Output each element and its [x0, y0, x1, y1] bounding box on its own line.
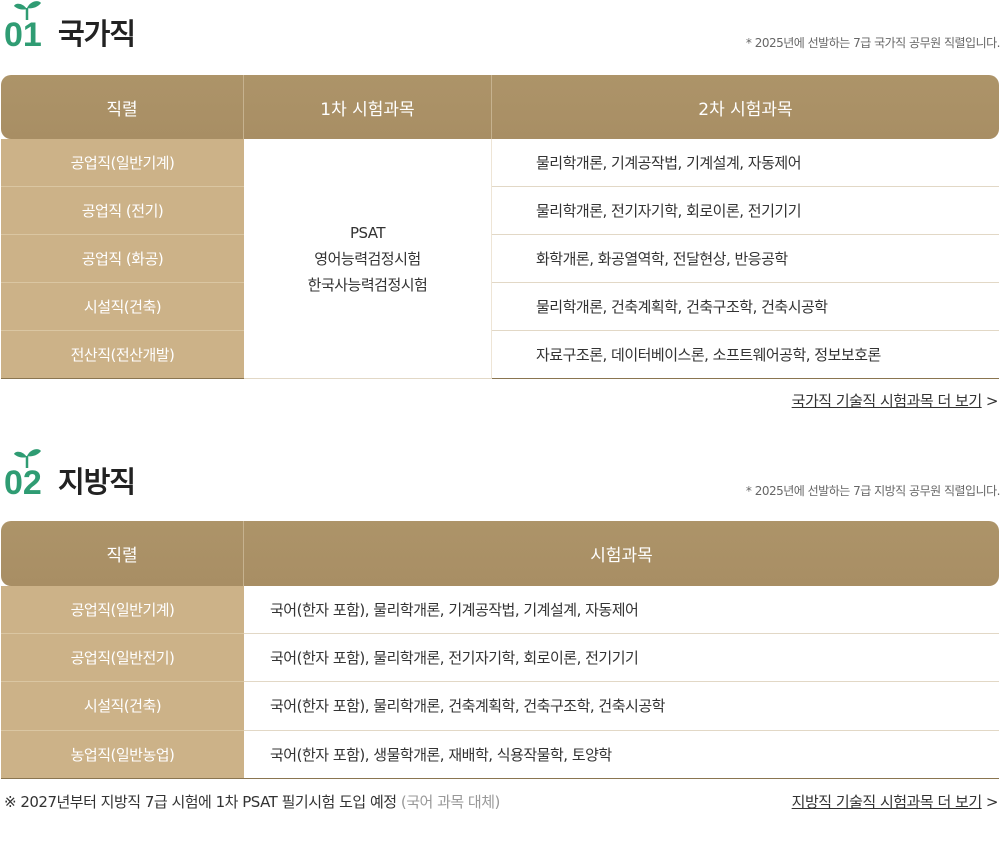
section-heading: 국가직 [58, 17, 136, 51]
footnote-text: ※ 2027년부터 지방직 7급 시험에 1차 PSAT 필기시험 도입 예정 [4, 793, 397, 811]
footnote-sub: (국어 과목 대체) [400, 793, 501, 811]
col-header: 직렬 [1, 521, 244, 586]
col-header: 2차 시험과목 [492, 75, 999, 139]
more-link-text[interactable]: 지방직 기술직 시험과목 더 보기 [791, 793, 982, 811]
table-row: 농업직(일반농업) 국어(한자 포함), 생물학개론, 재배학, 식용작물학, 토… [1, 730, 999, 779]
footnote: ※ 2027년부터 지방직 7급 시험에 1차 PSAT 필기시험 도입 예정 … [4, 791, 500, 812]
table-row: 공업직(일반기계) PSAT 영어능력검정시험 한국사능력검정시험 물리학개론,… [1, 139, 999, 379]
col-header: 1차 시험과목 [244, 75, 492, 139]
subjects-cell: 국어(한자 포함), 물리학개론, 건축계획학, 건축구조학, 건축시공학 [244, 682, 999, 731]
subjects-cell: 국어(한자 포함), 물리학개론, 기계공작법, 기계설계, 자동제어 [244, 586, 999, 634]
table-row: 시설직(건축) 국어(한자 포함), 물리학개론, 건축계획학, 건축구조학, 건… [1, 682, 999, 731]
section-title-local: 02 지방직 [4, 448, 136, 502]
table-row: 공업직 (화공) 화학개론, 화공열역학, 전달현상, 반응공학 [1, 235, 999, 283]
sprout-icon [12, 448, 42, 468]
sprout-icon [12, 0, 42, 20]
job-cell: 전산직(전산개발) [1, 331, 244, 379]
section-note: * 2025년에 선발하는 7급 지방직 공무원 직렬입니다. [745, 484, 1000, 498]
table-row: 시설직(건축) 물리학개론, 건축계획학, 건축구조학, 건축시공학 [1, 283, 999, 331]
subjects-cell: 국어(한자 포함), 생물학개론, 재배학, 식용작물학, 토양학 [244, 731, 999, 779]
second-subjects-cell: 자료구조론, 데이터베이스론, 소프트웨어공학, 정보보호론 [492, 331, 999, 379]
national-table: 직렬 1차 시험과목 2차 시험과목 공업직(일반기계) PSAT 영어능력검정… [1, 75, 999, 379]
job-cell: 공업직 (화공) [1, 235, 244, 283]
section-title-national: 01 국가직 [4, 0, 136, 54]
job-cell: 공업직(일반기계) [1, 585, 244, 634]
local-table: 직렬 시험과목 공업직(일반기계) 국어(한자 포함), 물리학개론, 기계공작법… [1, 521, 999, 779]
subject: 한국사능력검정시험 [307, 275, 428, 294]
local-more-link[interactable]: 지방직 기술직 시험과목 더 보기 > [791, 791, 999, 812]
section-note: * 2025년에 선발하는 7급 국가직 공무원 직렬입니다. [745, 36, 1000, 50]
table-row: 전산직(전산개발) 자료구조론, 데이터베이스론, 소프트웨어공학, 정보보호론 [1, 331, 999, 379]
section-number: 01 [4, 16, 42, 54]
job-cell: 시설직(건축) [1, 283, 244, 331]
job-cell: 농업직(일반농업) [1, 730, 244, 779]
first-subjects-cell: PSAT 영어능력검정시험 한국사능력검정시험 [244, 139, 492, 379]
table-header: 직렬 시험과목 [1, 521, 999, 586]
second-subjects-cell: 물리학개론, 기계공작법, 기계설계, 자동제어 [492, 139, 999, 187]
job-cell: 공업직(일반전기) [1, 633, 244, 683]
section-heading: 지방직 [58, 465, 136, 499]
col-header: 시험과목 [244, 521, 999, 586]
col-header: 직렬 [1, 75, 244, 139]
table-row: 공업직(일반전기) 국어(한자 포함), 물리학개론, 전기자기학, 회로이론, … [1, 633, 999, 683]
more-link-text[interactable]: 국가직 기술직 시험과목 더 보기 [791, 392, 982, 410]
national-more-link[interactable]: 국가직 기술직 시험과목 더 보기 > [791, 390, 999, 411]
subject: PSAT [349, 223, 386, 242]
second-subjects-cell: 물리학개론, 전기자기학, 회로이론, 전기기기 [492, 187, 999, 235]
second-subjects-cell: 물리학개론, 건축계획학, 건축구조학, 건축시공학 [492, 283, 999, 331]
chevron-right-icon: > [985, 793, 999, 811]
subjects-cell: 국어(한자 포함), 물리학개론, 전기자기학, 회로이론, 전기기기 [244, 634, 999, 683]
table-row: 공업직 (전기) 물리학개론, 전기자기학, 회로이론, 전기기기 [1, 187, 999, 235]
job-cell: 시설직(건축) [1, 682, 244, 731]
table-row: 공업직(일반기계) 국어(한자 포함), 물리학개론, 기계공작법, 기계설계, … [1, 585, 999, 634]
chevron-right-icon: > [985, 392, 999, 410]
job-cell: 공업직(일반기계) [1, 139, 244, 187]
table-header: 직렬 1차 시험과목 2차 시험과목 [1, 75, 999, 139]
job-cell: 공업직 (전기) [1, 187, 244, 235]
section-number: 02 [4, 464, 42, 502]
subject: 영어능력검정시험 [314, 249, 421, 268]
second-subjects-cell: 화학개론, 화공열역학, 전달현상, 반응공학 [492, 235, 999, 283]
